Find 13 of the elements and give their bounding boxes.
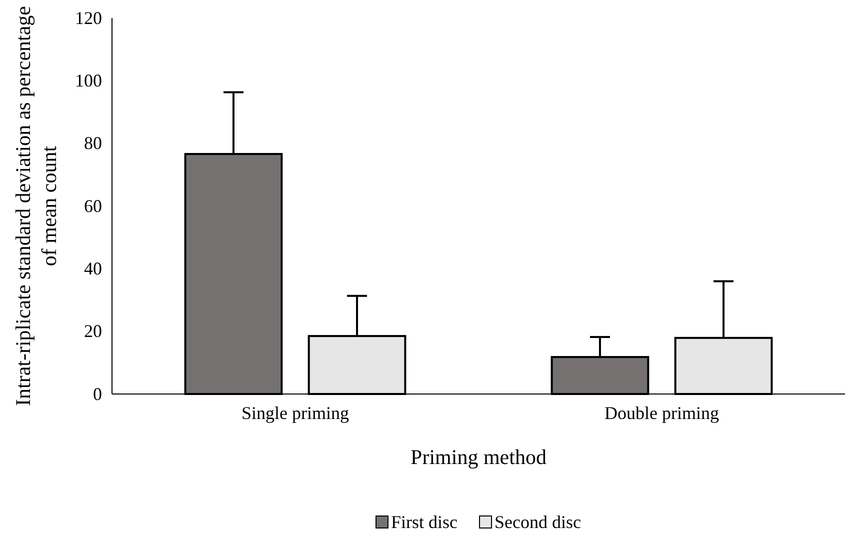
x-tick-label: Double priming	[604, 402, 719, 423]
x-axis-title: Priming method	[410, 445, 547, 469]
y-tick-label: 0	[93, 384, 102, 404]
y-tick-label: 40	[84, 258, 102, 278]
y-tick-label: 60	[84, 196, 102, 216]
y-tick-label: 20	[84, 321, 102, 342]
legend-label: First disc	[391, 512, 458, 532]
y-axis-title: Intrat-riplicate standard deviation as percentage of mean count	[11, 6, 61, 406]
y-tick-label: 100	[75, 70, 102, 90]
legend-label: Second disc	[494, 512, 582, 532]
y-tick-label: 120	[75, 8, 102, 28]
x-tick-label: Single priming	[242, 402, 349, 423]
y-tick-label: 80	[84, 133, 102, 154]
